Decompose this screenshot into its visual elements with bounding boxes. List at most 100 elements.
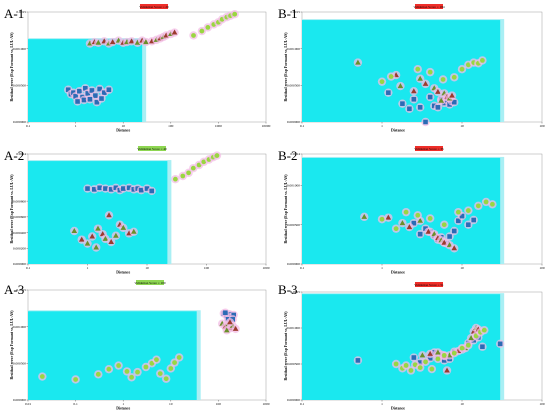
applicability-region xyxy=(28,311,197,400)
y-tick-label: 0.0014 xyxy=(290,152,300,156)
data-point-circle xyxy=(408,368,414,373)
x-tick-label: 0.1 xyxy=(26,266,31,270)
data-point-square xyxy=(73,94,78,99)
validation-badge xyxy=(415,146,443,151)
data-point-square xyxy=(417,231,423,237)
data-point-circle xyxy=(157,371,163,376)
data-point-triangle xyxy=(120,224,127,230)
data-point-square xyxy=(91,187,97,192)
data-point-circle xyxy=(423,359,428,365)
x-tick-label: 1 xyxy=(381,402,383,406)
data-point-circle xyxy=(483,199,489,205)
x-tick-label: 0.01 xyxy=(25,402,31,406)
data-point-square xyxy=(75,99,80,104)
y-tick-label: 0.001000 xyxy=(287,326,300,330)
panel-a2: A-2 Validation Score = 40 0.1 1 10 100 1000 0.0… xyxy=(4,146,270,275)
data-point-triangle xyxy=(227,319,233,325)
data-point-circle xyxy=(415,66,421,72)
y-tick-label: 0.000000 xyxy=(287,262,300,266)
validation-badge xyxy=(136,280,164,285)
data-point-triangle xyxy=(411,88,417,94)
x-tick-label: 0.1 xyxy=(26,124,31,128)
data-point-square xyxy=(113,185,119,191)
data-point-triangle xyxy=(108,239,114,244)
data-point-circle xyxy=(451,74,457,80)
x-tick-label: 0.1 xyxy=(73,402,78,406)
y-tick-label: 0.000000 xyxy=(13,120,26,124)
data-point-triangle xyxy=(131,228,137,234)
x-tick-label: 10 xyxy=(169,402,173,406)
data-point-square xyxy=(435,105,441,110)
data-point-circle xyxy=(39,374,45,379)
y-tick-label: 0.000000 xyxy=(287,398,300,402)
validation-badge-text: Validation Score = 184 xyxy=(413,5,445,9)
data-point-square xyxy=(407,106,412,112)
panel-b2: B-2 Validation Score = 35 0.1 1 10 100 0.00000… xyxy=(278,146,545,275)
data-point-triangle xyxy=(78,236,85,242)
data-point-circle xyxy=(129,374,134,380)
data-point-square xyxy=(411,220,417,226)
data-point-square xyxy=(87,96,93,102)
data-point-circle xyxy=(180,173,186,179)
data-point-circle xyxy=(459,345,465,351)
data-point-circle xyxy=(199,28,205,34)
data-point-square xyxy=(71,90,76,95)
data-point-square xyxy=(126,185,132,191)
y-tick-label: 0.001000 xyxy=(287,184,300,188)
y-tick-label: 0.000200 xyxy=(13,246,26,250)
x-tick-label: 100 xyxy=(539,402,545,406)
panel-b3: B-3 Validation Score = 51 0.1 1 10 100 0.00000… xyxy=(278,282,545,411)
data-point-square xyxy=(427,355,433,361)
data-point-square xyxy=(85,91,91,96)
y-tick-label: 0.001000 xyxy=(13,47,26,51)
data-point-circle xyxy=(379,216,385,222)
data-point-square xyxy=(144,186,150,191)
data-point-square xyxy=(65,87,71,93)
x-axis-label: Distance xyxy=(116,407,130,411)
y-tick-label: 0.000500 xyxy=(287,223,300,227)
data-point-square xyxy=(459,213,465,219)
data-point-circle xyxy=(172,360,177,365)
y-tick-label: 0.000800 xyxy=(13,199,26,203)
data-point-triangle xyxy=(451,245,458,251)
data-point-circle xyxy=(480,58,485,63)
data-point-triangle xyxy=(444,367,450,373)
data-point-square xyxy=(427,94,433,100)
x-tick-label: 10 xyxy=(145,266,149,270)
data-point-circle xyxy=(176,355,182,360)
x-axis-label: Distance xyxy=(116,271,130,275)
data-point-circle xyxy=(417,365,423,370)
data-point-circle xyxy=(106,366,112,372)
data-point-square xyxy=(223,310,228,316)
data-point-circle xyxy=(168,366,174,371)
data-point-circle xyxy=(441,352,447,358)
data-point-triangle xyxy=(134,39,141,45)
panel-label: A-3 xyxy=(4,282,24,297)
x-axis-label: Distance xyxy=(391,271,405,275)
data-point-triangle xyxy=(438,97,445,103)
x-tick-label: 100 xyxy=(204,266,210,270)
data-point-square xyxy=(106,87,112,93)
y-tick-label: 0.001000 xyxy=(287,47,300,51)
y-tick-label: 0.000600 xyxy=(13,215,26,219)
data-point-triangle xyxy=(435,88,441,94)
validation-badge-text: Validation Score = 100 xyxy=(134,281,166,285)
panel-a1: A-1 Validation Score = 20 0.1 1 10 100 1000 100… xyxy=(4,4,271,133)
data-point-triangle xyxy=(102,235,109,241)
x-tick-label: 10000 xyxy=(262,124,271,128)
y-tick-label: 0.000000 xyxy=(287,120,300,124)
y-axis-label: Residual error (Exp Formant vs. LUL-AS) xyxy=(284,174,288,244)
panel-label: A-2 xyxy=(4,148,24,163)
data-point-circle xyxy=(441,222,447,228)
y-axis-label: Residual error (Exp Formant vs. LUL-AS) xyxy=(10,32,14,102)
validation-badge-text: Validation Score = 20 xyxy=(139,5,169,9)
data-point-circle xyxy=(455,209,461,215)
data-point-circle xyxy=(465,62,471,68)
data-point-square xyxy=(121,186,126,191)
data-point-triangle xyxy=(355,59,361,65)
panel-label: B-3 xyxy=(278,282,298,297)
data-point-circle xyxy=(435,356,441,362)
data-point-triangle xyxy=(106,212,112,218)
data-point-circle xyxy=(379,79,385,85)
x-tick-label: 0.1 xyxy=(300,124,305,128)
